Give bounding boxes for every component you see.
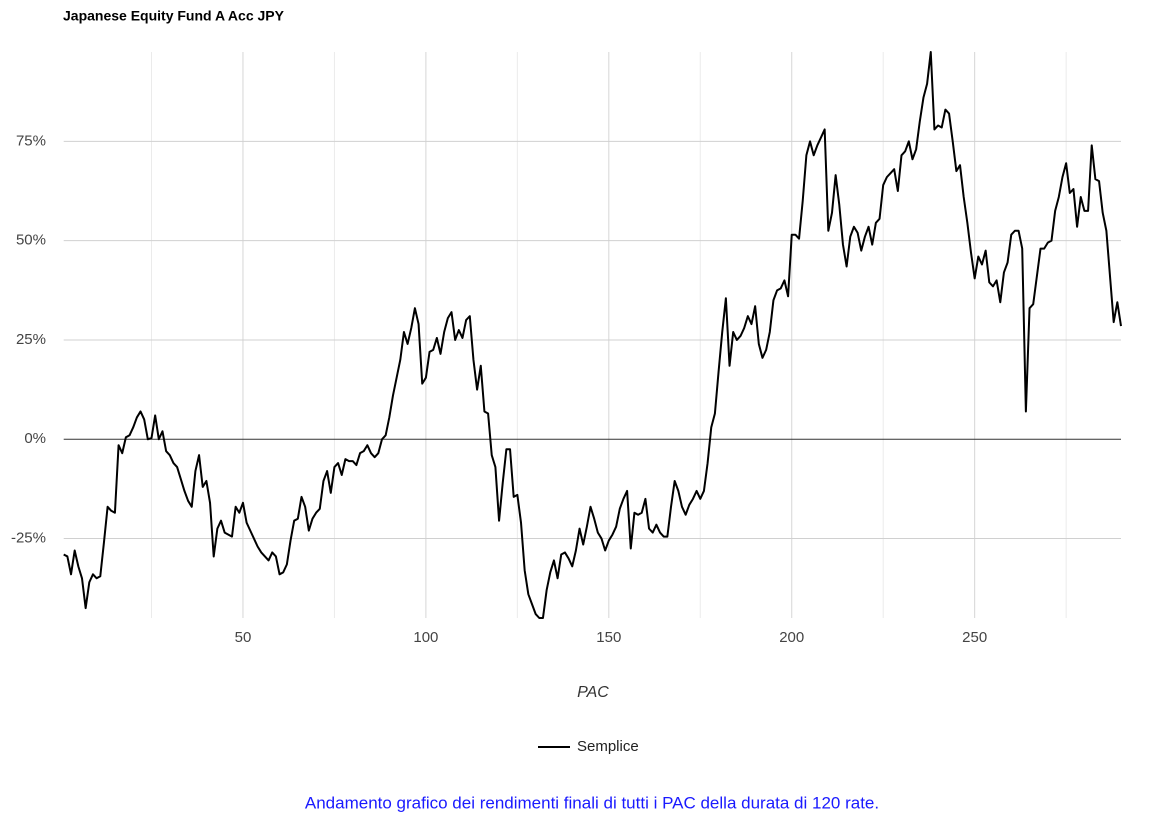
x-tick-label: 150 — [596, 629, 621, 646]
y-tick-label: 75% — [16, 132, 46, 149]
y-tick-label: 25% — [16, 331, 46, 348]
y-tick-label: -25% — [11, 530, 46, 547]
y-tick-label: 50% — [16, 232, 46, 249]
data-line — [63, 51, 1122, 619]
x-tick-label: 200 — [779, 629, 804, 646]
legend-label: Semplice — [577, 738, 639, 755]
y-tick-label: 0% — [24, 430, 46, 447]
x-tick-label: 250 — [962, 629, 987, 646]
x-axis-label: PAC — [577, 684, 609, 701]
caption: Andamento grafico dei rendimenti finali … — [305, 793, 879, 812]
x-tick-label: 50 — [235, 629, 252, 646]
chart-title: Japanese Equity Fund A Acc JPY — [63, 8, 285, 24]
x-tick-label: 100 — [413, 629, 438, 646]
